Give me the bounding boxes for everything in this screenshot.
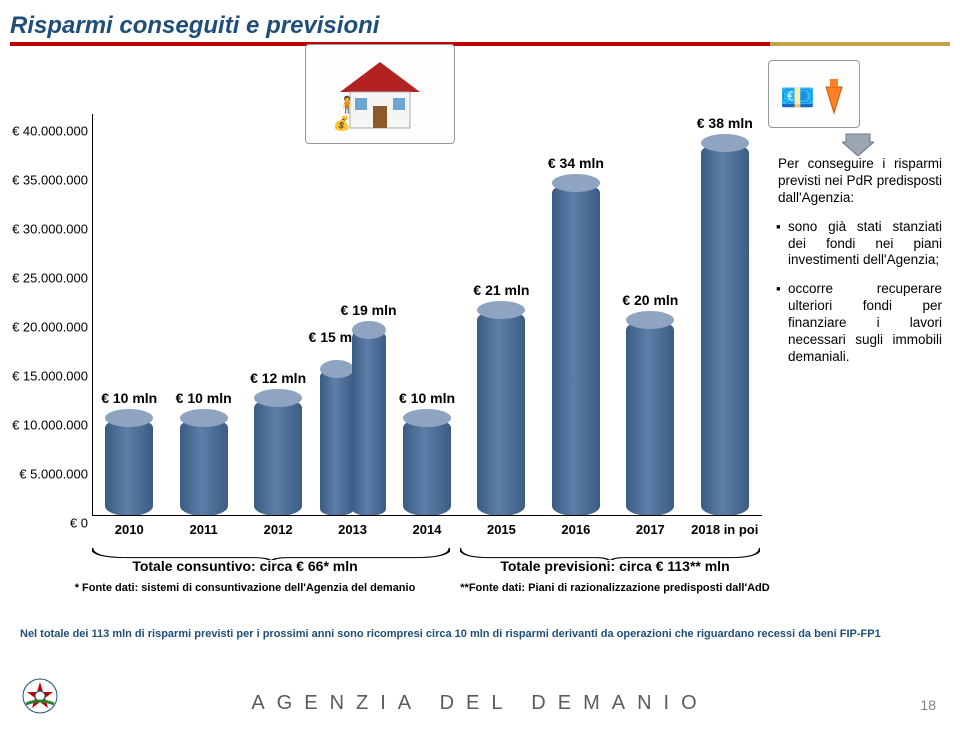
bar-value-label: € 10 mln — [94, 390, 164, 406]
y-axis-line — [92, 114, 93, 516]
title-bar: Risparmi conseguiti e previsioni — [10, 8, 950, 44]
title-underline — [10, 42, 950, 46]
y-tick-label: € 20.000.000 — [12, 319, 88, 334]
bar-value-label: € 34 mln — [541, 155, 611, 171]
chart-bar — [477, 310, 525, 516]
sidebar-bullet2: occorre recuperare ulteriori fondi per f… — [778, 281, 942, 365]
x-tick-label: 2010 — [115, 522, 144, 537]
chart-bar — [105, 418, 153, 516]
chart-bar — [403, 418, 451, 516]
chart-bar — [180, 418, 228, 516]
agency-name: AGENZIA DEL DEMANIO — [0, 692, 960, 715]
bar-value-label: € 10 mln — [169, 390, 239, 406]
x-tick-label: 2013 — [338, 522, 367, 537]
y-tick-label: € 10.000.000 — [12, 417, 88, 432]
source-right: **Fonte dati: Piani di razionalizzazione… — [430, 582, 800, 602]
chart-bar — [626, 320, 674, 516]
chart-bar — [552, 183, 600, 516]
x-tick-label: 2011 — [190, 522, 218, 537]
bar-value-label: € 20 mln — [615, 292, 685, 308]
bar-value-label: € 38 mln — [690, 115, 760, 131]
x-tick-label: 2017 — [636, 522, 665, 537]
x-tick-label: 2016 — [561, 522, 590, 537]
savings-illustration: 💶 — [768, 60, 860, 128]
svg-text:💶: 💶 — [780, 82, 815, 113]
chart-bar — [254, 398, 302, 516]
x-tick-label: 2018 in poi — [691, 522, 758, 537]
chart-bar — [320, 369, 354, 516]
footer: AGENZIA DEL DEMANIO 18 — [0, 685, 960, 721]
x-tick-label: 2014 — [413, 522, 442, 537]
chart-bar — [701, 143, 749, 516]
sidebar-text: Per conseguire i risparmi previsti nei P… — [778, 156, 942, 378]
y-tick-label: € 5.000.000 — [19, 466, 88, 481]
bar-chart: € 0 € 5.000.000 € 10.000.000 € 15.000.000 € … — [10, 108, 770, 552]
source-left: * Fonte dati: sistemi di consuntivazione… — [60, 582, 430, 602]
page-number: 18 — [920, 697, 936, 713]
bar-value-label: € 21 mln — [466, 282, 536, 298]
y-tick-label: € 30.000.000 — [12, 221, 88, 236]
plot-area: € 10 mln€ 10 mln€ 12 mln€ 15 mln€ 19 mln… — [92, 114, 762, 516]
y-tick-label: € 0 — [70, 516, 88, 531]
bar-value-label: € 12 mln — [243, 370, 313, 386]
bar-value-label: € 19 mln — [334, 302, 404, 318]
state-emblem-icon — [20, 676, 60, 721]
bar-value-label: € 10 mln — [392, 390, 462, 406]
sidebar-bullet1: sono già stati stanziati dei fondi nei p… — [778, 219, 942, 270]
x-axis: 2010 2011 2012 2013 2014 2015 2016 2017 2018 in … — [92, 516, 762, 552]
page-title: Risparmi conseguiti e previsioni — [10, 12, 379, 40]
y-tick-label: € 15.000.000 — [12, 368, 88, 383]
y-tick-label: € 35.000.000 — [12, 172, 88, 187]
source-row: * Fonte dati: sistemi di consuntivazione… — [60, 582, 800, 602]
y-tick-label: € 25.000.000 — [12, 270, 88, 285]
chart-bar — [352, 330, 386, 516]
footnote: Nel totale dei 113 mln di risparmi previ… — [20, 628, 940, 640]
x-tick-label: 2015 — [487, 522, 516, 537]
x-tick-label: 2012 — [264, 522, 293, 537]
y-tick-label: € 40.000.000 — [12, 123, 88, 138]
y-axis: € 0€ 5.000.000€ 10.000.000€ 15.000.000€ … — [10, 114, 92, 516]
sidebar-para1: Per conseguire i risparmi previsti nei P… — [778, 156, 942, 207]
